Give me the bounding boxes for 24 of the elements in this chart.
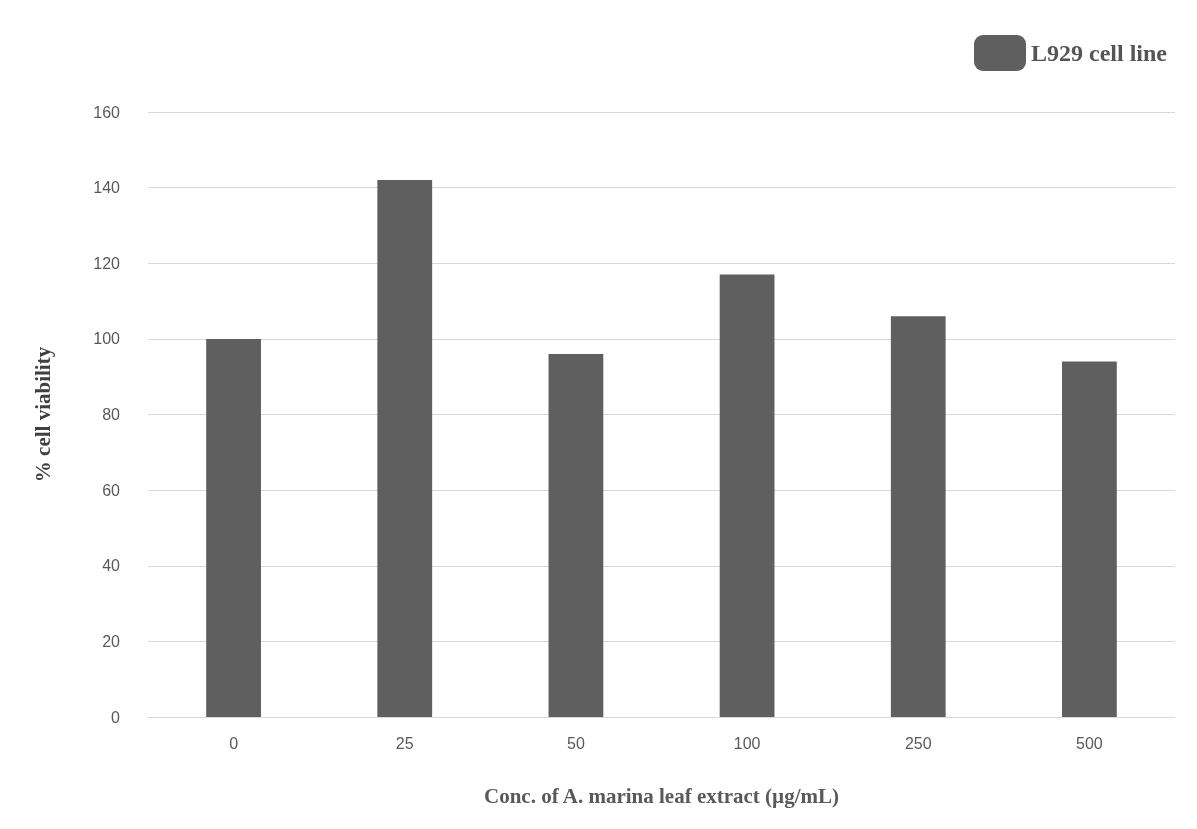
legend-label: L929 cell line [1031, 40, 1168, 66]
bar [548, 354, 604, 717]
bar [719, 274, 775, 717]
bar [377, 180, 433, 717]
bar [206, 338, 261, 717]
x-tick-label: 25 [395, 734, 414, 752]
x-tick-label: 0 [229, 734, 239, 752]
y-axis-title: % cell viability [30, 346, 55, 483]
x-tick-label: 250 [904, 734, 932, 752]
x-tick-label: 100 [733, 734, 761, 752]
x-tick-label: 500 [1076, 734, 1103, 752]
y-tick-label: 120 [93, 254, 121, 272]
y-tick-label: 40 [102, 557, 121, 575]
y-tick-label: 0 [111, 708, 121, 726]
bar [1062, 361, 1117, 717]
bar [890, 316, 946, 717]
y-tick-label: 140 [93, 179, 121, 197]
x-axis-title: Conc. of A. marina leaf extract (µg/mL) [483, 783, 840, 808]
y-tick-label: 60 [102, 481, 121, 499]
x-tick-label: 50 [567, 734, 585, 752]
y-tick-label: 20 [102, 632, 121, 650]
y-tick-label: 100 [93, 330, 121, 348]
y-tick-label: 80 [102, 406, 121, 423]
y-tick-label: 160 [93, 103, 121, 121]
